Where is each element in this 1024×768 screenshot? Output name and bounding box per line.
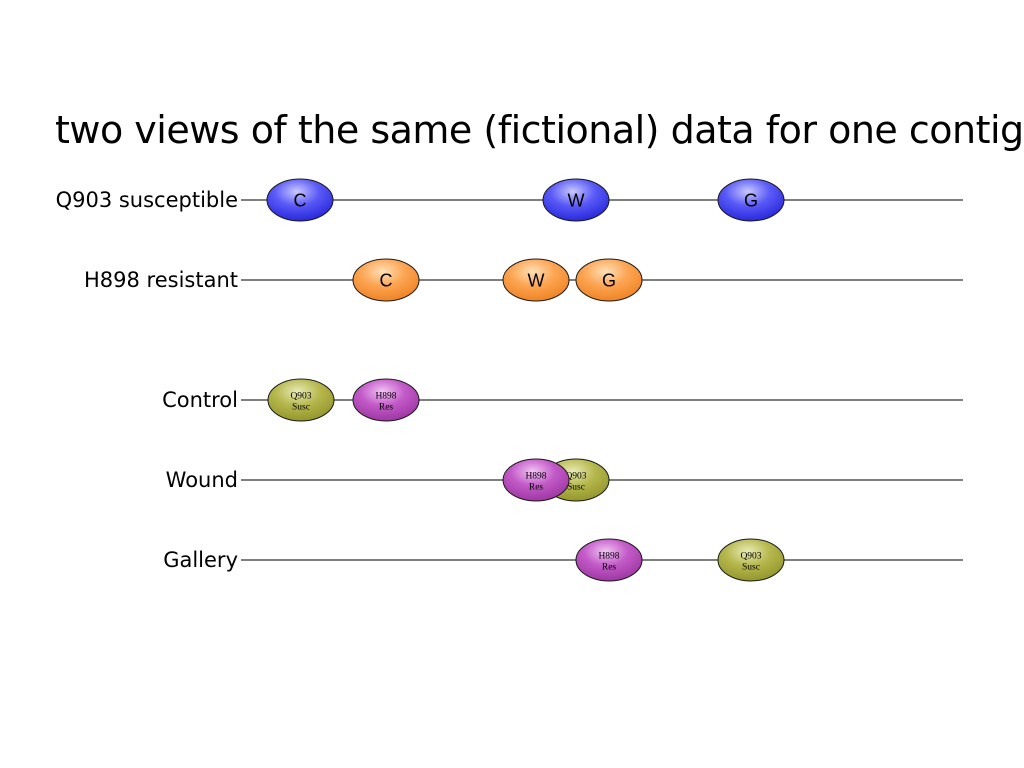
marker-label-line2: Susc — [292, 403, 310, 413]
marker-label-line1: H898 — [598, 552, 619, 562]
marker-ellipse — [717, 178, 785, 222]
marker-ellipse — [267, 378, 335, 422]
row-label: Q903 susceptible — [56, 188, 238, 212]
marker-label-line1: Q903 — [740, 552, 761, 562]
marker-ellipse — [575, 258, 643, 302]
marker-label-line1: H898 — [375, 392, 396, 402]
marker-label: G — [744, 191, 758, 211]
marker-label: C — [380, 271, 393, 291]
marker-ellipse — [717, 538, 785, 582]
row-label: Wound — [166, 468, 238, 492]
marker: G — [575, 258, 643, 302]
marker-label-line2: Susc — [567, 483, 585, 493]
marker-label-line2: Susc — [742, 563, 760, 573]
marker: W — [542, 178, 610, 222]
row-h898-resistant: H898 resistant C W G — [84, 258, 963, 302]
marker-ellipse — [502, 458, 570, 502]
marker-label-line1: Q903 — [290, 392, 311, 402]
marker-label-line1: H898 — [525, 472, 546, 482]
marker-ellipse — [352, 258, 420, 302]
marker-label: G — [602, 271, 616, 291]
row-label: Gallery — [163, 548, 238, 572]
marker-label: C — [294, 191, 307, 211]
marker: G — [717, 178, 785, 222]
marker-label-line2: Res — [602, 563, 617, 573]
marker: C — [352, 258, 420, 302]
marker-label-line2: Res — [379, 403, 394, 413]
marker: C — [266, 178, 334, 222]
marker: W — [502, 258, 570, 302]
marker-ellipse — [266, 178, 334, 222]
marker-ellipse — [542, 178, 610, 222]
marker-label-line1: Q903 — [565, 472, 586, 482]
marker-ellipse — [575, 538, 643, 582]
slide-title: two views of the same (fictional) data f… — [55, 108, 1024, 152]
marker-label-line2: Res — [529, 483, 544, 493]
row-label: Control — [162, 388, 238, 412]
marker-ellipse — [352, 378, 420, 422]
row-label: H898 resistant — [84, 268, 238, 292]
marker-ellipse — [502, 258, 570, 302]
marker-label: W — [568, 191, 585, 211]
marker-label: W — [528, 271, 545, 291]
row-q903-susceptible: Q903 susceptible C W G — [56, 178, 963, 222]
